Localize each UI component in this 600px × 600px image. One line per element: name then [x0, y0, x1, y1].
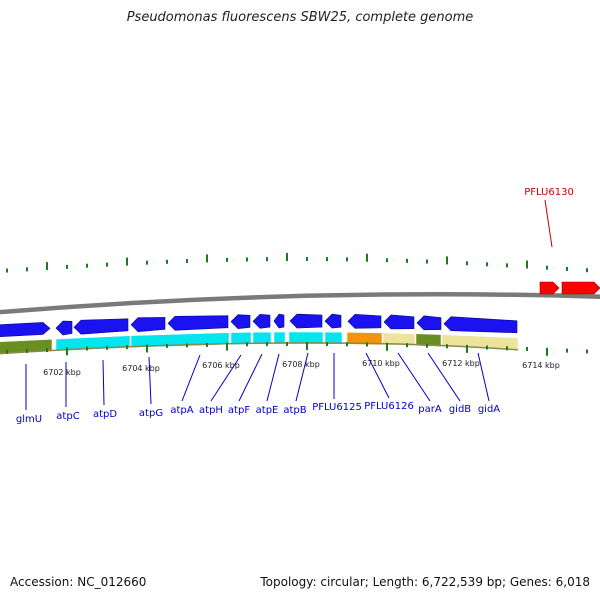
- cds-reverse-segment[interactable]: [0, 339, 53, 355]
- cds-reverse-segment[interactable]: [346, 332, 383, 346]
- gene-label-gidB[interactable]: gidB: [449, 404, 471, 415]
- map-title: Pseudomonas fluorescens SBW25, complete …: [126, 10, 474, 25]
- scale-label: 6706 kbp: [202, 361, 240, 370]
- gene-label-PFLU6125[interactable]: PFLU6125: [312, 402, 362, 413]
- gene-label-atpE[interactable]: atpE: [256, 405, 279, 416]
- scale-label: 6702 kbp: [43, 368, 81, 377]
- inner-tick-marks: [6, 342, 588, 356]
- gene-label-atpB[interactable]: atpB: [283, 405, 306, 416]
- gene-label-atpC[interactable]: atpC: [56, 411, 79, 422]
- gene-label-atpG[interactable]: atpG: [139, 408, 163, 419]
- feature-band-edge: [0, 342, 519, 355]
- leader-line: [477, 352, 490, 402]
- leader-line: [102, 359, 105, 406]
- gene-label-glmU[interactable]: glmU: [16, 414, 42, 425]
- scale-labels: 6702 kbp 6704 kbp 6706 kbp 6708 kbp 6710…: [43, 359, 560, 377]
- leader-line: [365, 352, 390, 399]
- highlight-gene-arrow[interactable]: [561, 281, 600, 295]
- scale-label: 6704 kbp: [122, 364, 160, 373]
- leader-line: [266, 353, 280, 402]
- leader-line: [295, 352, 309, 402]
- cds-reverse-segment[interactable]: [324, 331, 343, 345]
- genome-summary-text: Topology: circular; Length: 6,722,539 bp…: [260, 575, 590, 589]
- cds-forward-arrow[interactable]: [252, 313, 271, 329]
- cds-forward-arrow[interactable]: [443, 316, 518, 334]
- cds-forward-arrow[interactable]: [73, 318, 129, 335]
- cds-reverse-segment[interactable]: [415, 333, 442, 347]
- gene-label-PFLU6126[interactable]: PFLU6126: [364, 401, 414, 412]
- feature-track: [0, 281, 600, 355]
- leader-line: [397, 352, 431, 402]
- gene-label-atpD[interactable]: atpD: [93, 409, 117, 420]
- gene-label-atpA[interactable]: atpA: [170, 405, 193, 416]
- highlight-gene-arrow[interactable]: [539, 281, 560, 295]
- cds-reverse-segment[interactable]: [230, 332, 252, 345]
- leader-line: [238, 353, 263, 402]
- cds-forward-arrow[interactable]: [289, 313, 323, 329]
- cds-forward-arrow[interactable]: [273, 313, 285, 329]
- accession-text: Accession: NC_012660: [10, 575, 147, 589]
- leader-line-highlight: [544, 199, 553, 248]
- cds-forward-arrow[interactable]: [324, 313, 342, 329]
- gene-label-gidA[interactable]: gidA: [478, 404, 500, 415]
- gene-labels: glmU atpC atpD atpG atpA atpH atpF atpE …: [16, 187, 574, 425]
- cds-reverse-segment[interactable]: [382, 332, 416, 347]
- scale-label: 6708 kbp: [282, 360, 320, 369]
- gene-label-parA[interactable]: parA: [418, 404, 442, 415]
- cds-reverse-segment[interactable]: [252, 331, 272, 345]
- cds-forward-arrow[interactable]: [230, 314, 251, 329]
- cds-forward-arrow[interactable]: [55, 320, 73, 336]
- scale-label: 6714 kbp: [522, 361, 560, 370]
- gene-label-atpH[interactable]: atpH: [199, 405, 223, 416]
- leader-line: [148, 356, 152, 405]
- cds-forward-arrow[interactable]: [167, 315, 229, 331]
- cds-reverse-segment[interactable]: [273, 331, 286, 345]
- cds-forward-arrow[interactable]: [416, 315, 442, 331]
- gene-label-PFLU6130[interactable]: PFLU6130: [524, 187, 574, 198]
- scale-label: 6710 kbp: [362, 359, 400, 368]
- scale-label: 6712 kbp: [442, 359, 480, 368]
- leader-line: [181, 354, 201, 402]
- cds-reverse-segment[interactable]: [288, 331, 324, 345]
- gene-label-atpF[interactable]: atpF: [228, 405, 250, 416]
- leader-line: [427, 352, 461, 402]
- gene-leader-lines: [25, 199, 553, 410]
- cds-forward-arrow[interactable]: [0, 322, 51, 338]
- leader-line: [210, 354, 242, 402]
- cds-forward-arrow[interactable]: [130, 317, 166, 332]
- cds-forward-arrow[interactable]: [383, 314, 415, 330]
- genome-backbone: [0, 291, 600, 315]
- cds-forward-arrow[interactable]: [347, 314, 382, 329]
- outer-tick-marks: [6, 253, 588, 273]
